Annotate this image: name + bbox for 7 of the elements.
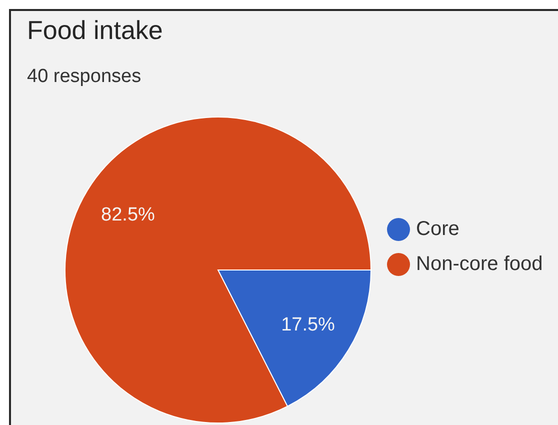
legend-label: Core — [416, 218, 460, 240]
chart-subtitle: 40 responses — [27, 66, 142, 88]
pie-slice — [64, 116, 372, 424]
legend-label: Non-core food — [416, 253, 543, 275]
chart-title: Food intake — [27, 15, 163, 46]
data-label: 17.5% — [281, 314, 336, 336]
data-label: 82.5% — [101, 204, 156, 226]
